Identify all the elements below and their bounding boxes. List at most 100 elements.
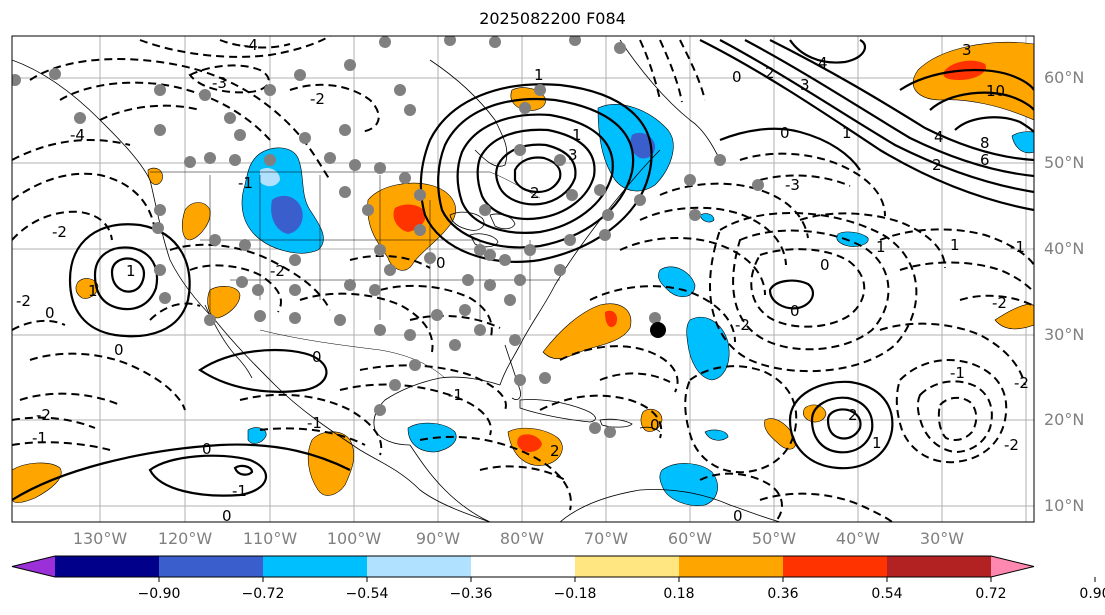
contour-label: 1 [872,434,882,452]
station-marker [154,204,166,216]
station-marker [569,36,581,46]
colorbar-tick-label: −0.18 [554,586,597,602]
station-marker [444,36,456,46]
station-marker [614,42,626,54]
station-marker [414,189,426,201]
station-marker [344,59,356,71]
colorbar-tick-label: 0.36 [767,586,798,602]
station-marker [714,154,726,166]
station-marker [204,152,216,164]
lat-label: 30°N [1044,325,1084,344]
station-marker [752,179,764,191]
contour-label: 0 [45,304,55,322]
contour-label: -2 [992,294,1007,312]
station-marker [349,159,361,171]
lon-label: 80°W [500,529,544,548]
lon-label: 30°W [920,529,964,548]
lon-label: 120°W [158,529,213,548]
station-marker [484,249,496,261]
station-marker [604,426,616,438]
colorbar-tick-label: 0.54 [871,586,902,602]
lon-label: 90°W [416,529,460,548]
station-marker [409,359,421,371]
station-marker [254,310,266,322]
station-marker [459,304,471,316]
lon-label: 50°W [752,529,796,548]
station-marker [239,239,251,251]
contour-label: 1 [876,238,886,256]
station-marker [634,194,646,206]
contour-label: -2 [270,262,285,280]
station-marker [514,374,526,386]
contour-label: -1 [1010,238,1025,256]
contour-label: -2 [16,292,31,310]
contour-label: 3 [962,41,972,59]
station-marker [414,224,426,236]
contour-label: -2 [36,406,51,424]
station-marker [224,112,236,124]
contour-label: 0 [222,507,232,525]
contour-label: -4 [243,36,258,54]
station-marker [374,324,386,336]
colorbar-segment [783,556,888,577]
station-marker [289,284,301,296]
colorbar-tick-label: −0.90 [138,586,181,602]
station-marker [199,89,211,101]
colorbar-segment [55,556,160,577]
contour-label: -1 [232,482,247,500]
contour-label: -1 [307,414,322,432]
station-marker [684,174,696,186]
station-marker [474,244,486,256]
station-marker [234,129,246,141]
colorbar-tick-label: −0.36 [450,586,493,602]
station-marker [404,104,416,116]
positive-contours [12,39,1034,501]
station-marker [519,102,531,114]
station-marker [289,254,301,266]
station-marker [236,276,248,288]
station-marker [649,312,661,324]
contour-label: 0 [732,68,742,86]
station-marker [489,36,501,48]
storm-center-marker [650,322,666,338]
contour-label: -2 [735,316,750,334]
station-marker [564,234,576,246]
contour-label: 2 [550,442,560,460]
station-marker [602,209,614,221]
colorbar-tick-label: −0.54 [346,586,389,602]
station-marker [324,152,336,164]
colorbar-segment [887,556,992,577]
colorbar-segment [679,556,784,577]
map-border [11,35,1035,523]
station-marker [154,124,166,136]
station-marker [289,312,301,324]
lat-label: 50°N [1044,153,1084,172]
colorbar-tick-label: 0.18 [663,586,694,602]
lat-label: 20°N [1044,410,1084,429]
station-marker [339,186,351,198]
colorbar-segment [575,556,680,577]
station-marker [431,309,443,321]
station-marker [209,234,221,246]
station-marker [689,209,701,221]
contour-label: 1 [88,282,98,300]
colorbar-over-arrow [991,556,1034,577]
station-marker [339,124,351,136]
contour-labels: -4 -3 -2 -4 -1 -2 -2 1 1 0 0 -2 -2 -1 0 … [16,36,1029,525]
station-marker [344,279,356,291]
station-marker [554,154,566,166]
contour-label: 2 [848,406,858,424]
colorbar: −0.90 −0.72 −0.54 −0.36 −0.18 0.18 0.36 0.54 0.7… [11,555,1105,602]
station-marker [394,84,406,96]
colorbar-segment [471,556,576,577]
lon-label: 70°W [584,529,628,548]
station-markers [12,36,764,438]
shaded-anomalies [12,42,1034,506]
station-marker [374,244,386,256]
station-marker [49,68,61,80]
contour-label: 4 [934,128,944,146]
station-marker [154,84,166,96]
station-marker [399,172,411,184]
lon-label: 130°W [73,529,128,548]
